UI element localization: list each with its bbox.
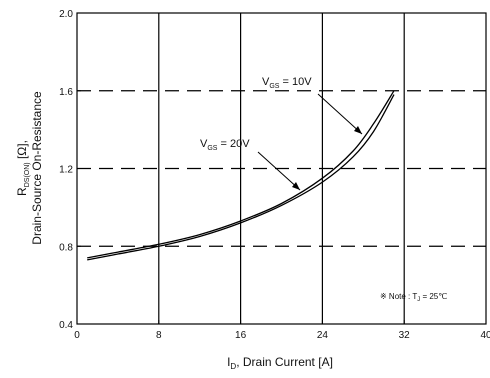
note: ※ Note : TJ = 25℃ [380,292,447,303]
x-tick-label: 8 [156,330,162,341]
y-tick-label: 1.6 [59,87,73,98]
x-axis-label: ID, Drain Current [A] [227,355,333,371]
pointer-vgs10-arrowhead [354,126,362,134]
pointer-vgs20-arrowhead [292,182,300,190]
y-tick-label: 2.0 [59,9,73,20]
series-line-vgs10 [87,90,395,259]
curves [87,90,395,261]
y-tick-label: 0.8 [59,242,73,253]
series-label-vgs20: VGS = 20V [200,138,250,152]
pointer-vgs10 [317,93,363,135]
series-line-vgs20 [87,94,395,261]
x-tick-label: 16 [235,330,247,341]
y-axis-label-line2: Drain-Source On-Resistance [30,91,44,245]
y-tick-label: 1.2 [59,165,73,176]
x-tick-label: 0 [74,330,80,341]
y-axis-label-line1: RDS(ON) [Ω], [15,140,31,196]
ticks: 0 8 16 24 32 40 0.4 0.8 1.2 1.6 2.0 [59,9,490,341]
x-tick-label: 32 [399,330,411,341]
grid [77,13,486,324]
x-tick-label: 40 [480,330,490,341]
pointer-vgs20 [257,151,301,191]
x-tick-label: 24 [317,330,329,341]
series-label-vgs10: VGS = 10V [262,76,312,90]
y-tick-label: 0.4 [59,320,73,331]
